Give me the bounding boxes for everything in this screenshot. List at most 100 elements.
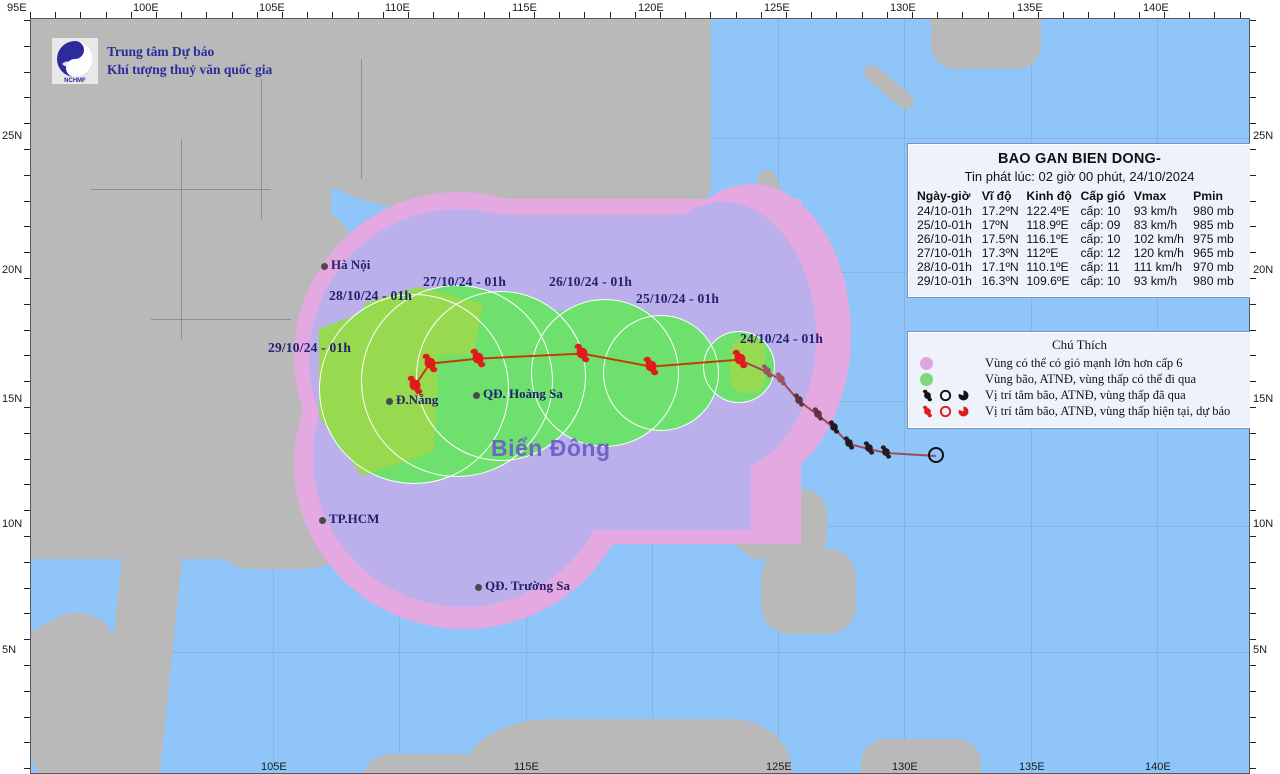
forecast-cell-vmax: 102 km/h: [1133, 232, 1184, 246]
half-circle-icon: [956, 404, 971, 419]
gridline-lat: [31, 652, 1249, 653]
legend-row: Vùng có thể có gió mạnh lớn hơn cấp 6: [916, 356, 1243, 371]
forecast-cell-cat: cấp: 11: [1080, 260, 1120, 274]
legend-row: Vùng bão, ATNĐ, vùng thấp có thể đi qua: [916, 372, 1243, 387]
forecast-column-header: Kinh độ: [1026, 189, 1072, 203]
half-circle-icon: [956, 388, 971, 403]
bottom-lon-tick-label: 135E: [1019, 761, 1045, 773]
green-circle-swatch: [920, 373, 933, 386]
forecast-column-header: Vmax: [1133, 189, 1167, 203]
storm-symbol-past: [826, 419, 843, 436]
storm-symbol-past: [841, 435, 858, 452]
forecast-cell-pmin: 980 mb: [1193, 274, 1234, 288]
forecast-cell-datetime: 24/10-01h: [917, 204, 972, 218]
panel-subtitle: Tin phát lúc: 02 giờ 00 phút, 24/10/2024: [964, 169, 1195, 184]
forecast-column-header: Cấp gió: [1080, 189, 1126, 203]
border-line: [151, 319, 291, 320]
land-japan-kyushu: [931, 19, 1041, 69]
uncertainty-ring: [703, 331, 775, 403]
forecast-cell-datetime: 27/10-01h: [917, 246, 972, 260]
storm-symbol-forecast: [403, 373, 427, 397]
agency-name-line1: Trung tâm Dự báo: [107, 43, 215, 59]
red-storm-symbols: [916, 404, 978, 419]
bottom-lon-tick-label: 125E: [766, 761, 792, 773]
forecast-cell-vmax: 120 km/h: [1133, 246, 1184, 260]
city-dot-icon: [319, 516, 326, 524]
forecast-cell-datetime: 26/10-01h: [917, 232, 972, 246]
forecast-cell-lon: 122.4ºE: [1026, 204, 1070, 218]
green-circle-swatch: [916, 373, 978, 386]
agency-name: Trung tâm Dự báo Khí tượng thuỷ văn quốc…: [107, 43, 272, 79]
forecast-time-label: 28/10/24 - 01h: [329, 288, 413, 303]
city-dot-icon: [475, 583, 482, 591]
forecast-time-label: 24/10/24 - 01h: [740, 331, 824, 346]
forecast-cell-vmax: 93 km/h: [1133, 274, 1178, 288]
agency-header: NCHMF Trung tâm Dự báo Khí tượng thuỷ vă…: [52, 38, 272, 84]
gridline-lon: [904, 19, 905, 773]
storm-glyph-icon: [920, 388, 935, 403]
legend-label: Vị trí tâm bão, ATNĐ, vùng thấp hiện tại…: [985, 404, 1231, 418]
forecast-cell-vmax: 83 km/h: [1133, 218, 1178, 232]
border-line: [91, 189, 271, 190]
forecast-cell-vmax: 93 km/h: [1133, 204, 1178, 218]
nchmf-logo-icon: NCHMF: [52, 38, 98, 84]
storm-glyph-icon: [920, 404, 935, 419]
forecast-table-row: 29/10-01h 16.3ºN 109.6ºE cấp: 10 93 km/h 980 …: [917, 274, 1242, 288]
forecast-cell-cat: cấp: 09: [1080, 218, 1121, 232]
open-circle-icon: [938, 388, 953, 403]
border-line: [361, 59, 362, 179]
forecast-time-label: 25/10/24 - 01h: [636, 291, 720, 306]
forecast-cell-pmin: 985 mb: [1193, 218, 1234, 232]
city-dot-icon: [473, 391, 480, 399]
forecast-cell-lat: 17.3ºN: [981, 246, 1019, 260]
forecast-cell-pmin: 970 mb: [1193, 260, 1234, 274]
legend-label: Vị trí tâm bão, ATNĐ, vùng thấp đã qua: [985, 388, 1186, 402]
forecast-cell-pmin: 965 mb: [1193, 246, 1234, 260]
city-name: Hà Nội: [331, 257, 371, 272]
forecast-table-row: 28/10-01h 17.1ºN 110.1ºE cấp: 11 111 km/h 970…: [917, 260, 1242, 274]
forecast-table-header: Ngày-giờ Vĩ độ Kinh độ Cấp gió Vmax Pmin: [917, 189, 1242, 204]
legend-rows: Vùng có thể có gió mạnh lớn hơn cấp 6 Vùn…: [916, 356, 1243, 419]
bottom-lon-tick-label: 105E: [261, 761, 287, 773]
city-name: Đ.Nẵng: [396, 392, 439, 407]
legend-row: Vị trí tâm bão, ATNĐ, vùng thấp đã qua: [916, 388, 1243, 403]
forecast-cell-lat: 17.5ºN: [981, 232, 1019, 246]
low-pressure-marker: [928, 447, 944, 463]
purple-circle-swatch: [920, 357, 933, 370]
border-line: [181, 139, 182, 339]
forecast-column-header: Vĩ độ: [981, 189, 1012, 203]
forecast-table: Ngày-giờ Vĩ độ Kinh độ Cấp gió Vmax Pmin 24/1…: [917, 189, 1242, 288]
storm-symbol-past: [759, 363, 776, 380]
city-name: QĐ. Hoàng Sa: [483, 386, 563, 401]
legend-label: Vùng bão, ATNĐ, vùng thấp có thể đi qua: [985, 372, 1197, 386]
forecast-cell-cat: cấp: 10: [1080, 232, 1121, 246]
purple-circle-swatch: [916, 357, 978, 370]
city-label-q-tr-ng-sa: QĐ. Trường Sa: [475, 578, 570, 594]
forecast-cell-lon: 116.1ºE: [1026, 232, 1069, 246]
storm-symbol-past: [861, 440, 878, 457]
bottom-lon-tick-label: 130E: [892, 761, 918, 773]
land-ryukyu: [860, 61, 918, 113]
svg-text:NCHMF: NCHMF: [64, 78, 86, 84]
forecast-table-row: 24/10-01h 17.2ºN 122.4ºE cấp: 10 93 km/h 980 …: [917, 204, 1242, 218]
forecast-table-row: 27/10-01h 17.3ºN 112ºE cấp: 12 120 km/h 965 m…: [917, 246, 1242, 260]
city-label-h-n-i: Hà Nội: [321, 257, 370, 273]
forecast-table-body: 24/10-01h 17.2ºN 122.4ºE cấp: 10 93 km/h 980 …: [917, 204, 1242, 288]
forecast-cell-lat: 17ºN: [981, 218, 1009, 232]
forecast-cell-vmax: 111 km/h: [1133, 260, 1183, 274]
storm-symbol-forecast: [639, 354, 663, 378]
forecast-cell-cat: cấp: 12: [1080, 246, 1121, 260]
latitude-axis-left: [0, 0, 30, 774]
bottom-lon-tick-label: 115E: [514, 761, 539, 773]
city-label-n-ng: Đ.Nẵng: [386, 392, 438, 408]
bottom-lon-tick-label: 140E: [1145, 761, 1171, 773]
forecast-time-label: 29/10/24 - 01h: [268, 340, 352, 355]
forecast-cell-cat: cấp: 10: [1080, 274, 1121, 288]
storm-symbol-past: [773, 371, 790, 388]
storm-symbol-past: [878, 444, 895, 461]
forecast-cell-datetime: 25/10-01h: [917, 218, 972, 232]
forecast-cell-lon: 109.6ºE: [1026, 274, 1070, 288]
forecast-column-header: Ngày-giờ: [917, 189, 971, 203]
city-name: QĐ. Trường Sa: [485, 578, 570, 593]
forecast-cell-datetime: 28/10-01h: [917, 260, 972, 274]
